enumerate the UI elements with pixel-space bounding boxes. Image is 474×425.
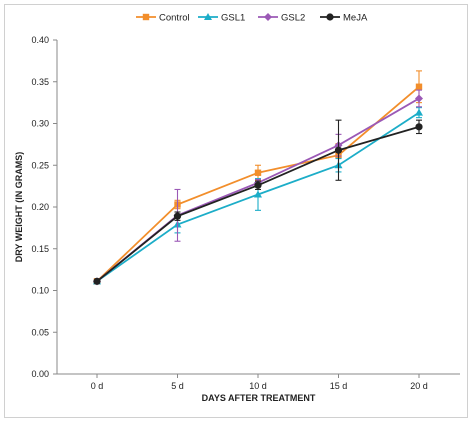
series-gsl1: [93, 107, 423, 285]
legend: Control GSL1 GSL2 MeJA: [136, 13, 368, 24]
series-control: [93, 70, 423, 285]
data-point: [415, 83, 423, 90]
x-tick-label: 10 d: [249, 381, 267, 391]
y-axis-title: DRY WEIGHT (IN GRAMS): [14, 152, 24, 263]
y-tick-label: 0.35: [31, 77, 49, 87]
y-tick-label: 0.40: [31, 35, 49, 45]
x-tick-label: 0 d: [91, 381, 104, 391]
data-point: [173, 212, 182, 220]
x-tick-label: 15 d: [330, 381, 348, 391]
y-tick-label: 0.00: [31, 369, 49, 379]
legend-marker: [326, 13, 334, 21]
y-tick-label: 0.10: [31, 286, 49, 296]
legend-item-gsl1: GSL1: [198, 13, 245, 24]
x-tick-label: 5 d: [171, 381, 184, 391]
legend-label: MeJA: [343, 13, 368, 24]
legend-item-control: Control: [136, 13, 190, 24]
legend-label: GSL2: [281, 13, 305, 24]
chart-frame: [4, 4, 468, 418]
data-point: [254, 181, 262, 189]
legend-label: GSL1: [221, 13, 245, 24]
data-point: [415, 108, 423, 116]
data-point: [254, 169, 262, 176]
data-point: [334, 146, 343, 154]
series-meja: [93, 119, 423, 285]
data-point: [93, 277, 101, 285]
data-point: [254, 190, 262, 198]
y-tick-label: 0.20: [31, 202, 49, 212]
y-tick-label: 0.25: [31, 160, 49, 170]
y-tick-label: 0.15: [31, 244, 49, 254]
y-tick-label: 0.30: [31, 119, 49, 129]
x-axis-title: DAYS AFTER TREATMENT: [202, 393, 316, 403]
legend-marker: [204, 13, 212, 20]
data-point: [415, 123, 423, 131]
legend-label: Control: [159, 13, 190, 24]
y-tick-label: 0.05: [31, 327, 49, 337]
legend-item-gsl2: GSL2: [258, 13, 305, 24]
data-point: [415, 94, 423, 103]
x-tick-label: 20 d: [410, 381, 428, 391]
legend-item-meja: MeJA: [320, 13, 368, 24]
legend-marker: [142, 13, 150, 21]
axes: 0.00 0.05 0.10 0.15 0.20 0.25 0.30 0.35 0.40 0 d 5…: [31, 35, 460, 391]
series-layer: [93, 70, 423, 286]
legend-marker: [264, 13, 272, 21]
